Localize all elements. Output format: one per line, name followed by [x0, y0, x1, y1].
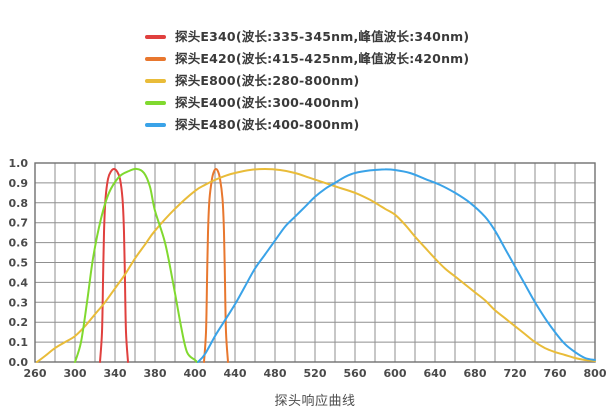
legend-label-E800: 探头E800(波长:280-800nm)	[175, 72, 360, 88]
x-tick-label-600: 600	[384, 367, 407, 380]
legend-line-swatch-E800	[145, 79, 166, 83]
curve-E800	[36, 168, 596, 363]
x-tick-label-440: 440	[224, 367, 247, 380]
x-tick-label-560: 560	[344, 367, 367, 380]
y-tick-label-0.8: 0.8	[9, 197, 29, 210]
legend-label-E420: 探头E420(波长:415-425nm,峰值波长:420nm)	[175, 50, 470, 66]
curve-E340	[99, 168, 129, 363]
x-tick-label-760: 760	[544, 367, 567, 380]
legend-label-E480: 探头E480(波长:400-800nm)	[175, 116, 360, 132]
legend-item-E340[interactable]: 探头E340(波长:335-345nm,峰值波长:340nm)	[145, 26, 469, 48]
legend-line-swatch-E400	[145, 101, 166, 105]
x-tick-label-380: 380	[144, 367, 167, 380]
curve-E420	[203, 168, 229, 363]
x-tick-label-400: 400	[184, 367, 207, 380]
curve-E480	[197, 168, 596, 363]
y-tick-label-0.4: 0.4	[9, 276, 29, 289]
legend-item-E400[interactable]: 探头E400(波长:300-400nm)	[145, 92, 469, 114]
legend-line-swatch-E340	[145, 35, 166, 39]
legend-label-E340: 探头E340(波长:335-345nm,峰值波长:340nm)	[175, 28, 470, 44]
y-tick-label-0.6: 0.6	[9, 237, 29, 250]
y-tick-label-0.7: 0.7	[9, 217, 29, 230]
legend-item-E420[interactable]: 探头E420(波长:415-425nm,峰值波长:420nm)	[145, 48, 469, 70]
curve-E400	[74, 167, 198, 363]
x-tick-label-300: 300	[64, 367, 87, 380]
y-tick-label-0.2: 0.2	[9, 316, 29, 329]
legend-label-E400: 探头E400(波长:300-400nm)	[175, 94, 360, 110]
y-tick-label-0.9: 0.9	[9, 177, 29, 190]
x-tick-label-340: 340	[104, 367, 127, 380]
y-tick-label-0.1: 0.1	[9, 336, 29, 349]
y-tick-label-0.3: 0.3	[9, 296, 29, 309]
x-tick-label-520: 520	[304, 367, 327, 380]
legend-item-E800[interactable]: 探头E800(波长:280-800nm)	[145, 70, 469, 92]
chart-legend: 探头E340(波长:335-345nm,峰值波长:340nm) 探头E420(波长…	[145, 26, 469, 136]
x-tick-label-720: 720	[504, 367, 527, 380]
chart-caption: 探头响应曲线	[274, 394, 356, 409]
y-tick-label-1.0: 1.0	[9, 157, 29, 170]
x-tick-label-640: 640	[424, 367, 447, 380]
x-tick-label-480: 480	[264, 367, 287, 380]
y-tick-label-0.5: 0.5	[9, 257, 29, 270]
legend-line-swatch-E420	[145, 57, 166, 61]
x-tick-label-680: 680	[464, 367, 487, 380]
plot-border	[34, 162, 596, 363]
x-tick-label-260: 260	[24, 367, 47, 380]
y-tick-label-0.0: 0.0	[9, 356, 29, 369]
x-tick-label-800: 800	[584, 367, 607, 380]
legend-line-swatch-E480	[145, 123, 166, 127]
legend-item-E480[interactable]: 探头E480(波长:400-800nm)	[145, 114, 469, 136]
